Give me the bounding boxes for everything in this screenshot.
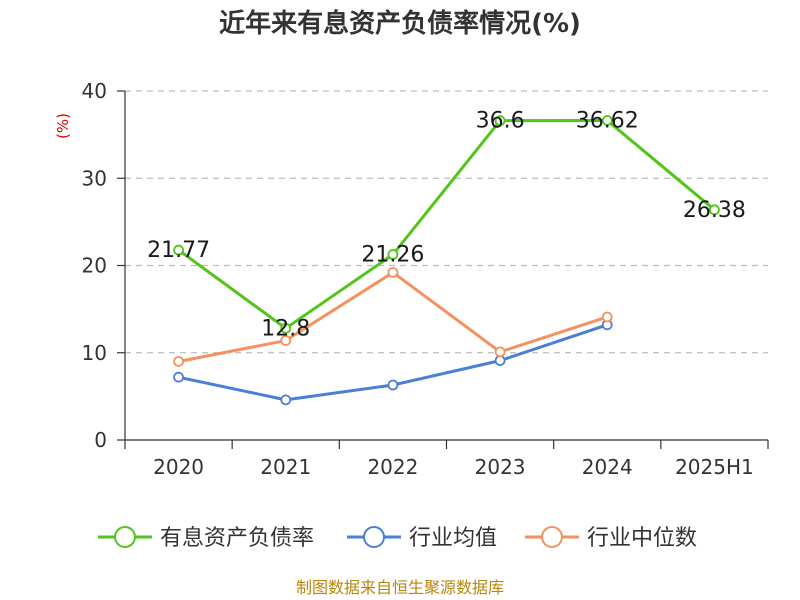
series-line <box>177 118 716 330</box>
data-point <box>601 115 613 126</box>
gridlines <box>125 90 768 354</box>
data-label: 12.8 <box>261 316 310 341</box>
series-layer <box>173 115 720 406</box>
y-tick-label: 20 <box>82 254 107 278</box>
data-point <box>494 346 506 358</box>
data-point <box>601 311 613 323</box>
data-label: 26.38 <box>683 198 746 223</box>
series-line <box>177 270 609 363</box>
chart-title: 近年来有息资产负债率情况(%) <box>219 8 581 39</box>
y-tick-label: 10 <box>82 341 107 365</box>
data-point <box>173 356 184 367</box>
x-tick-label: 2020 <box>153 455 204 479</box>
data-label: 36.62 <box>576 108 639 133</box>
legend-marker <box>114 526 136 548</box>
x-tick-label: 2022 <box>367 455 418 479</box>
y-tick-label: 0 <box>94 428 107 452</box>
data-point <box>280 335 292 346</box>
data-point <box>280 322 292 334</box>
data-point <box>280 394 292 406</box>
data-labels: 21.77 12.8 21.26 36.6 36.62 26.38 <box>147 108 746 341</box>
x-tick-label: 2021 <box>260 455 311 479</box>
legend-label: 行业中位数 <box>587 526 697 551</box>
data-point <box>173 371 184 383</box>
source-note: 制图数据来自恒生聚源数据库 <box>296 578 504 597</box>
y-axis-label: (%) <box>54 113 72 139</box>
data-point <box>173 244 184 256</box>
x-tick-label: 2024 <box>582 455 633 479</box>
data-point <box>709 204 720 216</box>
y-tick-label: 30 <box>82 166 107 190</box>
y-tick-label: 40 <box>82 79 107 103</box>
legend: 有息资产负债率 行业均值 行业中位数 <box>98 526 697 551</box>
legend-marker <box>541 526 563 548</box>
data-point <box>387 249 399 260</box>
data-point <box>494 355 506 367</box>
data-label: 36.6 <box>476 109 525 134</box>
data-label: 21.26 <box>361 243 424 268</box>
legend-marker <box>363 526 385 548</box>
x-tick-label: 2025H1 <box>675 455 754 479</box>
legend-label: 行业均值 <box>409 526 497 551</box>
data-point <box>494 115 506 127</box>
x-tick-label: 2023 <box>475 455 526 479</box>
axes: 0 10 20 30 40 2020 2021 2022 2023 2024 2025H1 <box>82 79 769 479</box>
data-point <box>387 379 399 391</box>
data-label: 21.77 <box>147 238 210 263</box>
data-point <box>387 267 399 278</box>
legend-label: 有息资产负债率 <box>160 526 314 551</box>
